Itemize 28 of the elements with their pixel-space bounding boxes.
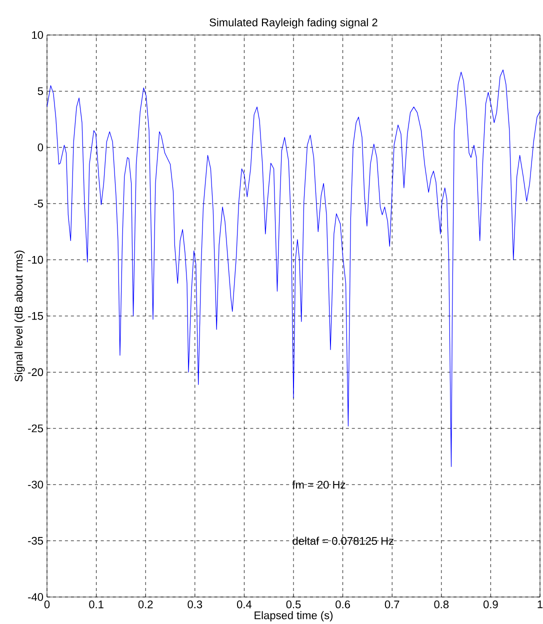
x-tick-label: 0.9 [483,600,498,608]
x-axis-title: Elapsed time (s) [254,611,333,622]
y-tick-label: -35 [28,536,44,545]
x-tick-label: 0.8 [434,600,449,608]
y-tick-label: -15 [28,312,44,320]
y-tick-label: 0 [38,143,44,152]
x-tick-label: 0.1 [89,600,104,608]
chart-title: Simulated Rayleigh fading signal 2 [210,18,378,28]
y-tick-label: 5 [38,87,44,96]
x-tick-label: 0.5 [286,600,301,608]
y-tick-label: -30 [28,480,44,488]
x-tick-label: 0 [44,600,50,608]
annotation: deltaf = 0.078125 Hz [292,536,394,545]
y-tick-label: -5 [34,200,44,208]
y-axis-title: Signal level (dB about rms) [14,250,25,382]
y-tick-label: 10 [32,31,44,39]
annotation: fm = 20 Hz [292,480,346,489]
x-tick-label: 0.4 [236,600,252,608]
x-tick-label: 0.7 [384,600,400,608]
x-tick-label: 1 [538,600,543,608]
y-tick-label: -10 [28,256,44,264]
x-tick-label: 0.6 [336,600,350,608]
y-tick-label: -25 [28,424,44,432]
y-tick-label: -20 [28,368,44,376]
y-tick-label: -40 [28,593,44,601]
x-tick-label: 0.3 [188,600,202,608]
line-series [47,70,540,467]
x-tick-label: 0.2 [138,600,153,608]
